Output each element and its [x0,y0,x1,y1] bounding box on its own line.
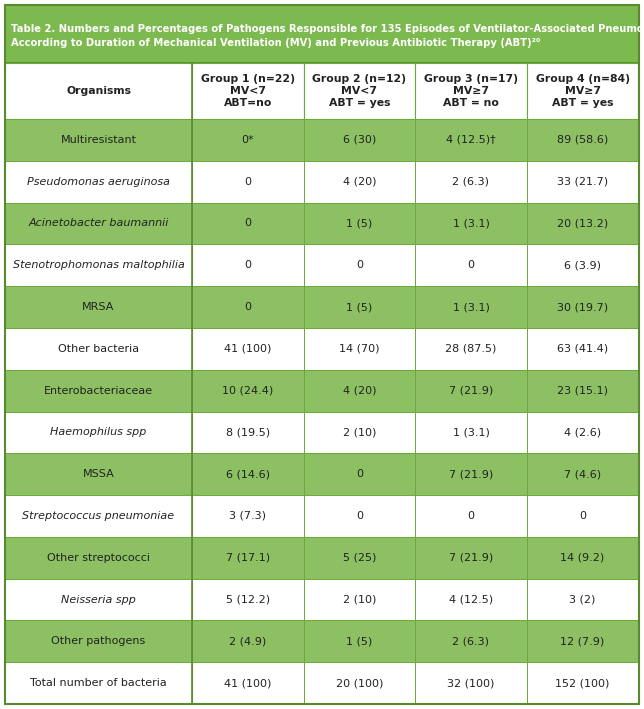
Bar [527,203,638,245]
Text: 63 (41.4): 63 (41.4) [557,344,608,354]
Text: 0: 0 [244,302,251,312]
Bar [415,119,527,161]
Bar [527,328,638,369]
Bar [527,369,638,411]
Text: Other bacteria: Other bacteria [58,344,139,354]
Text: 28 (87.5): 28 (87.5) [445,344,497,354]
Text: 6 (14.6): 6 (14.6) [226,469,270,479]
Bar [5,411,192,453]
Bar [303,119,415,161]
Bar [5,63,192,119]
Text: 0: 0 [244,177,251,186]
Text: 0: 0 [579,511,586,521]
Text: 152 (100): 152 (100) [555,678,610,688]
Bar [303,203,415,245]
Bar [192,495,303,537]
Text: 7 (4.6): 7 (4.6) [564,469,601,479]
Text: 20 (100): 20 (100) [336,678,383,688]
Bar [5,5,639,63]
Text: Multiresistant: Multiresistant [61,135,137,145]
Text: 1 (5): 1 (5) [346,218,372,228]
Text: Pseudomonas aeruginosa: Pseudomonas aeruginosa [27,177,170,186]
Text: 1 (5): 1 (5) [346,302,372,312]
Bar [527,411,638,453]
Text: Organisms: Organisms [66,86,131,96]
Bar [415,286,527,328]
Text: Other streptococci: Other streptococci [47,553,150,563]
Text: 14 (9.2): 14 (9.2) [560,553,605,563]
Text: 2 (6.3): 2 (6.3) [453,636,489,647]
Bar [527,286,638,328]
Bar [415,537,527,579]
Bar [415,495,527,537]
Bar [5,537,192,579]
Bar [303,328,415,369]
Bar [527,63,638,119]
Bar [527,495,638,537]
Text: 2 (6.3): 2 (6.3) [453,177,489,186]
Text: MRSA: MRSA [82,302,115,312]
Text: 2 (10): 2 (10) [343,428,376,437]
Text: 7 (21.9): 7 (21.9) [449,386,493,396]
Text: Group 4 (n=84)
MV≥7
ABT = yes: Group 4 (n=84) MV≥7 ABT = yes [536,74,630,108]
Text: 89 (58.6): 89 (58.6) [557,135,608,145]
Text: MSSA: MSSA [82,469,115,479]
Text: 1 (5): 1 (5) [346,636,372,647]
Bar [5,369,192,411]
Bar [192,537,303,579]
Bar [303,495,415,537]
Text: Haemophilus spp: Haemophilus spp [50,428,147,437]
Text: Enterobacteriaceae: Enterobacteriaceae [44,386,153,396]
Text: Other pathogens: Other pathogens [52,636,146,647]
Text: Group 2 (n=12)
MV<7
ABT = yes: Group 2 (n=12) MV<7 ABT = yes [312,74,406,108]
Text: 10 (24.4): 10 (24.4) [222,386,274,396]
Bar [192,662,303,704]
Text: 8 (19.5): 8 (19.5) [226,428,270,437]
Text: 23 (15.1): 23 (15.1) [557,386,608,396]
Bar [192,161,303,203]
Bar [527,161,638,203]
Text: Neisseria spp: Neisseria spp [61,595,136,605]
Bar [415,63,527,119]
Bar [5,119,192,161]
Bar [5,453,192,495]
Text: Acinetobacter baumannii: Acinetobacter baumannii [28,218,169,228]
Text: 12 (7.9): 12 (7.9) [560,636,605,647]
Bar [303,369,415,411]
Bar [5,579,192,620]
Bar [303,662,415,704]
Text: 2 (4.9): 2 (4.9) [229,636,267,647]
Bar [192,369,303,411]
Text: 4 (20): 4 (20) [343,177,376,186]
Bar [415,620,527,662]
Bar [192,620,303,662]
Text: 5 (25): 5 (25) [343,553,376,563]
Bar [5,662,192,704]
Bar [415,579,527,620]
Text: 5 (12.2): 5 (12.2) [226,595,270,605]
Text: 7 (17.1): 7 (17.1) [226,553,270,563]
Text: Stenotrophomonas maltophilia: Stenotrophomonas maltophilia [13,260,184,270]
Bar [5,245,192,286]
Text: 1 (3.1): 1 (3.1) [453,428,489,437]
Text: 30 (19.7): 30 (19.7) [557,302,608,312]
Bar [192,245,303,286]
Bar [415,245,527,286]
Bar [415,328,527,369]
Bar [527,119,638,161]
Bar [303,63,415,119]
Bar [5,495,192,537]
Bar [527,620,638,662]
Text: Total number of bacteria: Total number of bacteria [30,678,167,688]
Text: 3 (2): 3 (2) [569,595,596,605]
Bar [303,161,415,203]
Bar [415,161,527,203]
Bar [303,620,415,662]
Text: According to Duration of Mechanical Ventilation (MV) and Previous Antibiotic The: According to Duration of Mechanical Vent… [11,38,540,48]
Text: 0: 0 [356,260,363,270]
Text: Streptococcus pneumoniae: Streptococcus pneumoniae [23,511,175,521]
Bar [527,453,638,495]
Bar [192,119,303,161]
Bar [303,579,415,620]
Bar [192,328,303,369]
